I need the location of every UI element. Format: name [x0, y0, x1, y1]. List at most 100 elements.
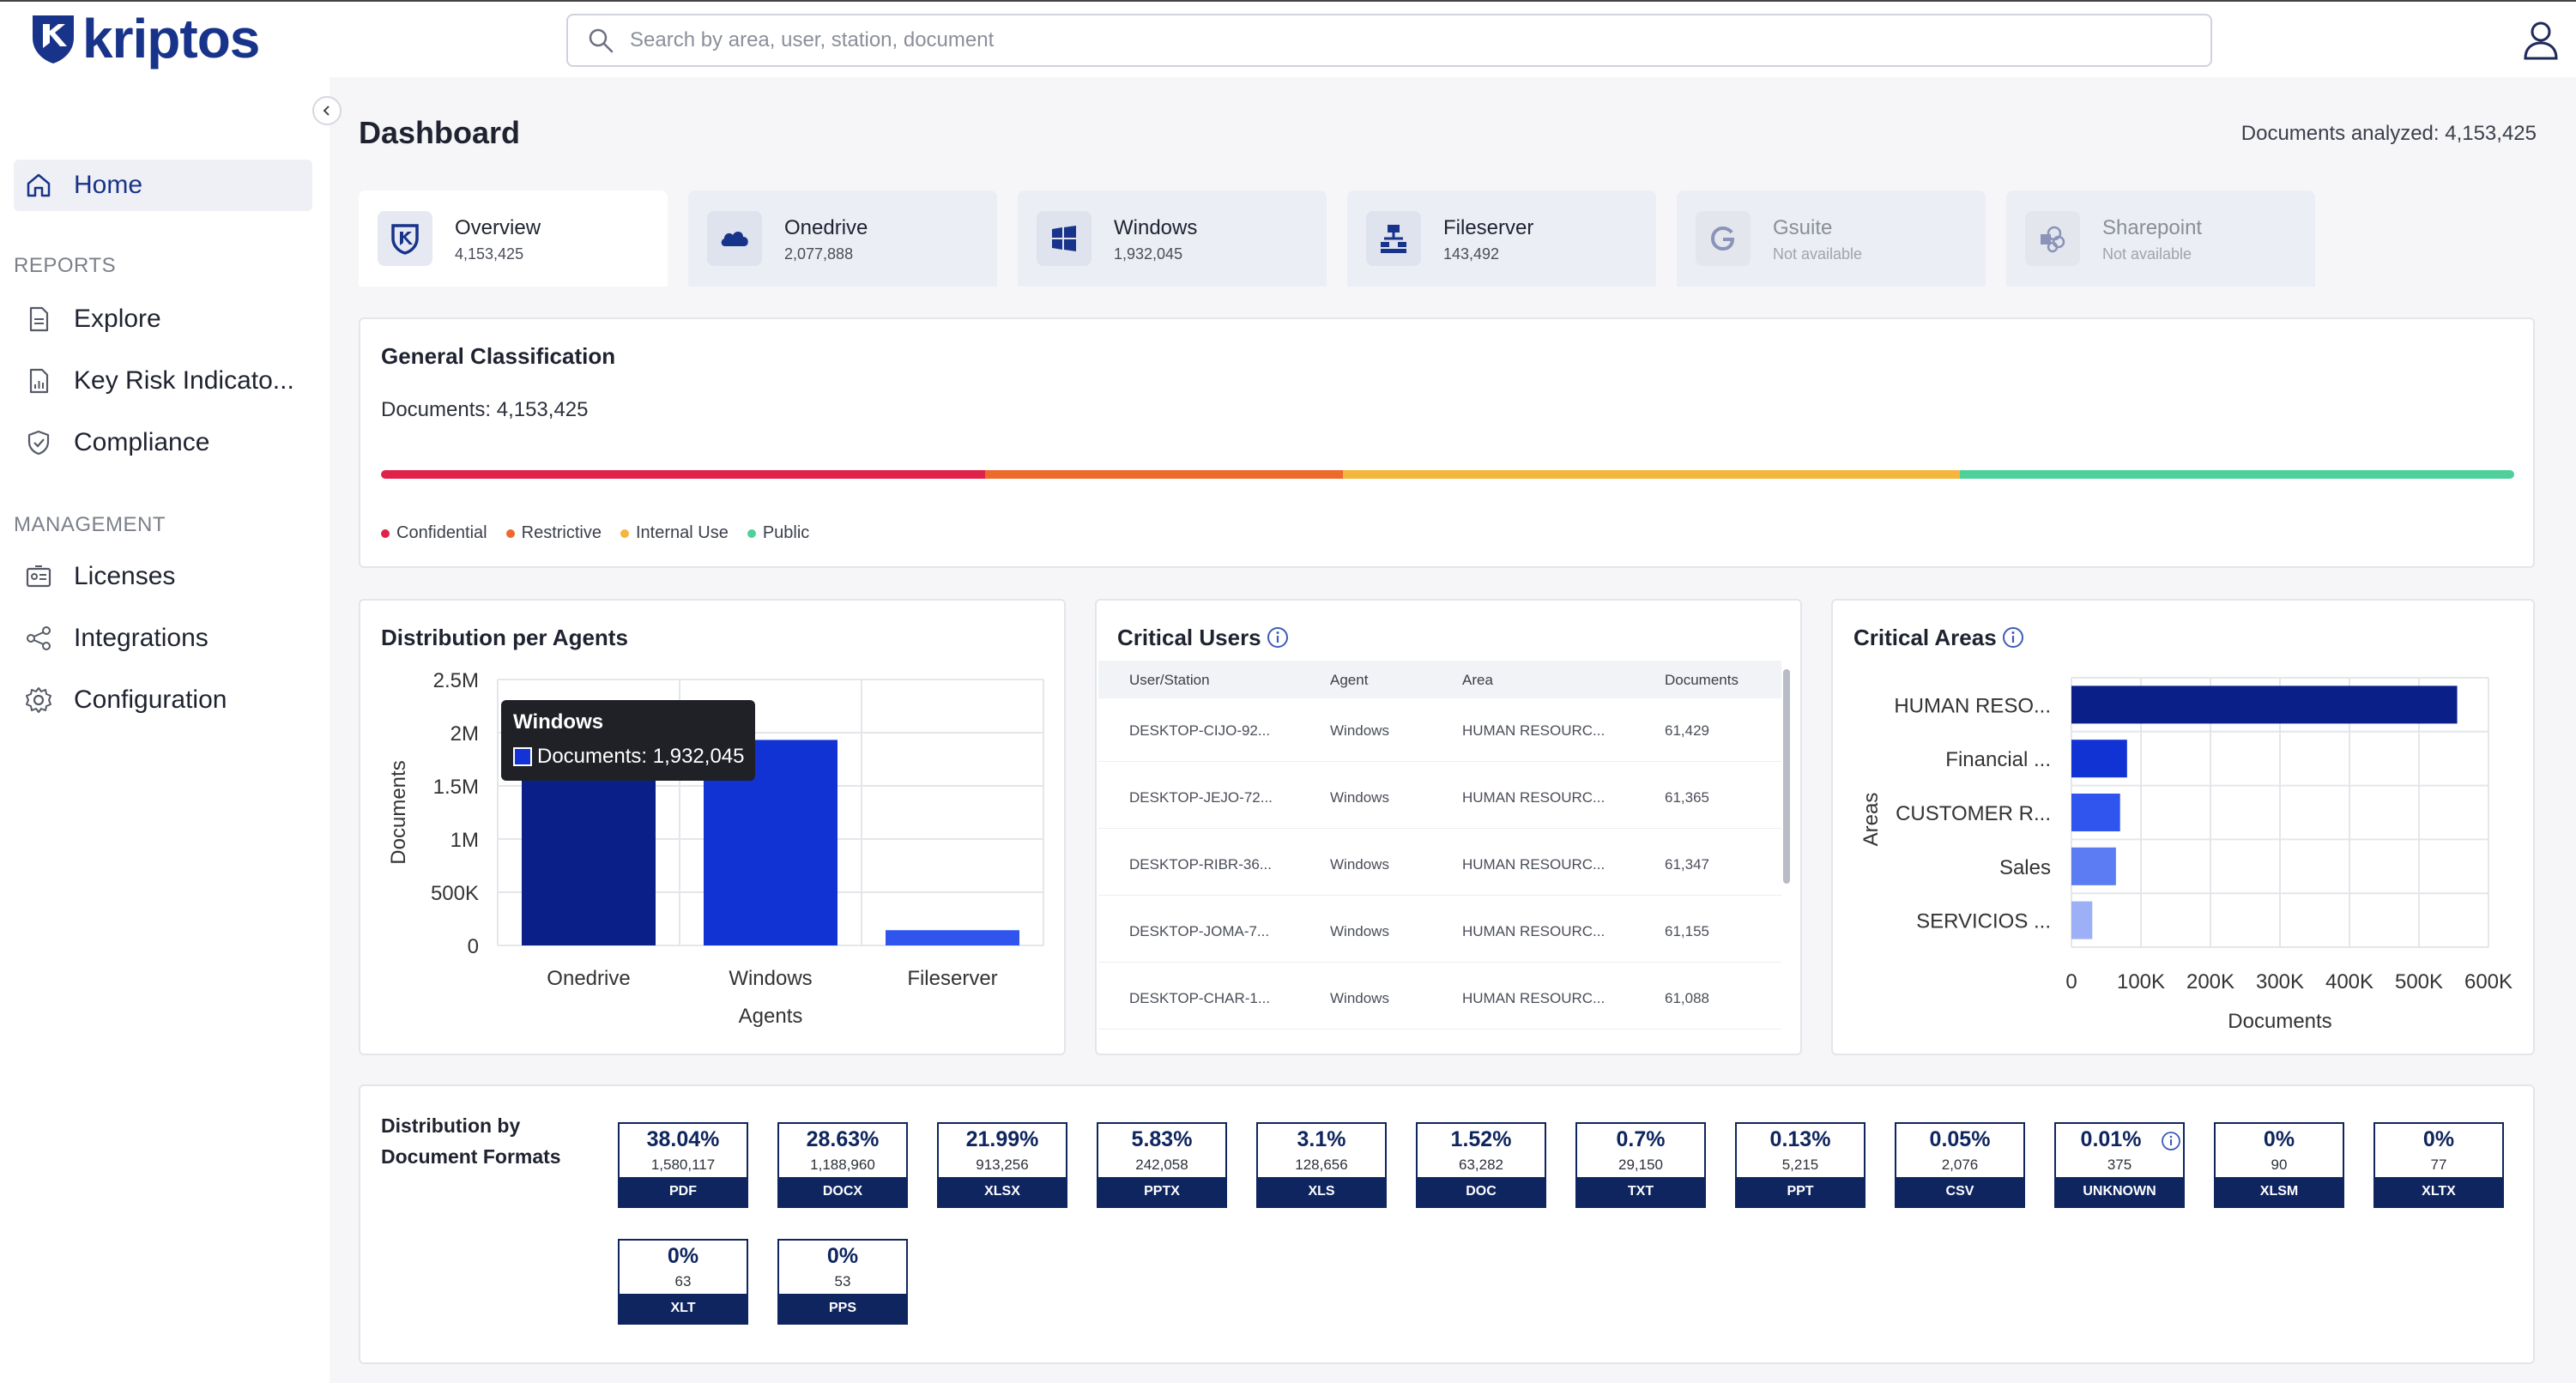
legend-item[interactable]: Restrictive [505, 523, 602, 543]
table-cell: Windows [1330, 990, 1389, 1006]
info-icon[interactable] [2161, 1131, 2181, 1151]
table-cell: 61,155 [1665, 923, 1709, 939]
classification-segment[interactable] [1959, 470, 2514, 479]
tab-fileserver[interactable]: Fileserver 143,492 [1347, 190, 1656, 287]
agents-bar-chart: 0 500K 1M 1.5M 2M 2.5M Onedrive Windows Fileserv… [387, 669, 1044, 1028]
x-tick-label: 600K [2464, 970, 2513, 993]
tab-overview[interactable]: Overview 4,153,425 [359, 190, 668, 287]
classification-bar [381, 470, 2514, 479]
table-row[interactable]: DESKTOP-JOMA-7... Windows HUMAN RESOURC...… [1098, 899, 1781, 963]
table-row[interactable]: DESKTOP-CHAR-1... Windows HUMAN RESOURC...… [1098, 966, 1781, 1030]
sidebar-item-home[interactable]: Home [14, 160, 312, 211]
format-card[interactable]: 1.52% 63,282 DOC [1416, 1122, 1546, 1208]
tab-name: Onedrive [784, 216, 868, 239]
info-icon[interactable] [1267, 626, 1289, 649]
sidebar-item-key-risk-indicators[interactable]: Key Risk Indicato... [14, 355, 312, 407]
tab-count: Not available [2102, 245, 2192, 263]
shield-logo-icon [33, 15, 74, 63]
brand-logo[interactable]: kriptos [27, 8, 260, 69]
sidebar-item-configuration[interactable]: Configuration [14, 674, 312, 726]
format-card[interactable]: 0% 77 XLTX [2373, 1122, 2504, 1208]
legend-item[interactable]: Public [747, 523, 809, 543]
tab-windows[interactable]: Windows 1,932,045 [1018, 190, 1327, 287]
format-card[interactable]: 0.05% 2,076 CSV [1895, 1122, 2025, 1208]
tab-name: Overview [455, 216, 541, 239]
format-card[interactable]: 0.01% 375 UNKNOWN [2054, 1122, 2185, 1208]
sidebar-item-compliance[interactable]: Compliance [14, 417, 312, 468]
format-card[interactable]: 38.04% 1,580,117 PDF [618, 1122, 748, 1208]
table-cell: HUMAN RESOURC... [1462, 856, 1605, 873]
y-tick-label: 1M [450, 829, 479, 852]
legend-item[interactable]: Internal Use [620, 523, 729, 543]
search-bar[interactable] [566, 14, 2212, 67]
classification-segment[interactable] [1343, 470, 1960, 479]
formats-title-line: Distribution by [381, 1114, 521, 1137]
table-scrollbar[interactable] [1783, 669, 1790, 884]
table-cell: HUMAN RESOURC... [1462, 789, 1605, 806]
format-name: UNKNOWN [2056, 1177, 2183, 1206]
format-card[interactable]: 21.99% 913,256 XLSX [937, 1122, 1067, 1208]
user-account-icon[interactable] [2521, 19, 2561, 62]
brand-name: kriptos [82, 8, 260, 69]
format-card[interactable]: 0.7% 29,150 TXT [1575, 1122, 1706, 1208]
column-header[interactable]: Documents [1665, 672, 1738, 688]
tab-name: Sharepoint [2102, 216, 2203, 239]
tab-count: 1,932,045 [1114, 245, 1183, 263]
tab-name: Fileserver [1443, 216, 1534, 239]
tab-onedrive[interactable]: Onedrive 2,077,888 [688, 190, 997, 287]
table-row[interactable]: DESKTOP-JEJO-72... Windows HUMAN RESOURC..… [1098, 765, 1781, 829]
format-count: 2,076 [1941, 1157, 1979, 1173]
format-card[interactable]: 3.1% 128,656 XLS [1256, 1122, 1387, 1208]
formats-title: Distribution by Document Formats [381, 1110, 561, 1172]
sidebar-item-licenses[interactable]: Licenses [14, 551, 312, 602]
x-tick-label: 400K [2325, 970, 2373, 993]
table-row[interactable]: DESKTOP-CIJO-92... Windows HUMAN RESOURC..… [1098, 698, 1781, 762]
y-tick-label: 2.5M [433, 669, 479, 692]
chevron-left-icon [323, 106, 330, 116]
classification-segment[interactable] [984, 470, 1344, 479]
legend-dot [505, 528, 515, 538]
column-header[interactable]: Agent [1330, 672, 1369, 688]
sidebar-item-integrations[interactable]: Integrations [14, 613, 312, 664]
bar-fileserver[interactable] [886, 930, 1019, 945]
reports-section-title: REPORTS [14, 254, 117, 277]
legend-item[interactable]: Confidential [381, 523, 487, 543]
format-card[interactable]: 5.83% 242,058 PPTX [1097, 1122, 1227, 1208]
area-bar[interactable] [2071, 901, 2093, 939]
format-card[interactable]: 0.13% 5,215 PPT [1735, 1122, 1865, 1208]
tab-icon-box [707, 211, 762, 266]
page-title: Dashboard [359, 115, 521, 150]
tab-sharepoint[interactable]: Sharepoint Not available [2006, 190, 2315, 287]
windows-icon [1052, 226, 1076, 251]
format-card[interactable]: 0% 90 XLSM [2214, 1122, 2344, 1208]
info-icon[interactable] [2002, 626, 2024, 649]
area-bar[interactable] [2071, 685, 2458, 724]
format-count: 63 [674, 1273, 692, 1289]
tooltip-value: Documents: 1,932,045 [537, 745, 745, 768]
tab-name: Windows [1114, 216, 1198, 239]
format-card[interactable]: 0% 53 PPS [777, 1239, 908, 1325]
format-percent: 0% [2263, 1127, 2295, 1151]
sidebar-collapse-button[interactable] [312, 96, 342, 125]
column-header[interactable]: User/Station [1129, 672, 1210, 688]
tab-count: 2,077,888 [784, 245, 854, 263]
card-title-text: Critical Areas [1853, 625, 1997, 650]
server-icon [1381, 225, 1406, 253]
legend-dot [747, 528, 756, 538]
format-percent: 1.52% [1450, 1127, 1512, 1151]
table-row[interactable]: DESKTOP-CHHA-5...WindowsSales60,975 [1098, 1033, 1781, 1054]
area-bar[interactable] [2071, 740, 2127, 778]
classification-segment[interactable] [381, 470, 985, 479]
area-bar[interactable] [2071, 794, 2120, 831]
column-header[interactable]: Area [1462, 672, 1493, 688]
format-card[interactable]: 28.63% 1,188,960 DOCX [777, 1122, 908, 1208]
legend-label: Confidential [396, 523, 487, 542]
tab-gsuite[interactable]: Gsuite Not available [1677, 190, 1986, 287]
sidebar-item-explore[interactable]: Explore [14, 293, 312, 345]
area-bar[interactable] [2071, 847, 2116, 885]
search-input[interactable] [630, 28, 2174, 52]
format-count: 5,215 [1781, 1157, 1819, 1173]
format-card[interactable]: 0% 63 XLT [618, 1239, 748, 1325]
table-cell: DESKTOP-CHAR-1... [1129, 990, 1271, 1006]
table-row[interactable]: DESKTOP-RIBR-36... Windows HUMAN RESOURC..… [1098, 832, 1781, 896]
